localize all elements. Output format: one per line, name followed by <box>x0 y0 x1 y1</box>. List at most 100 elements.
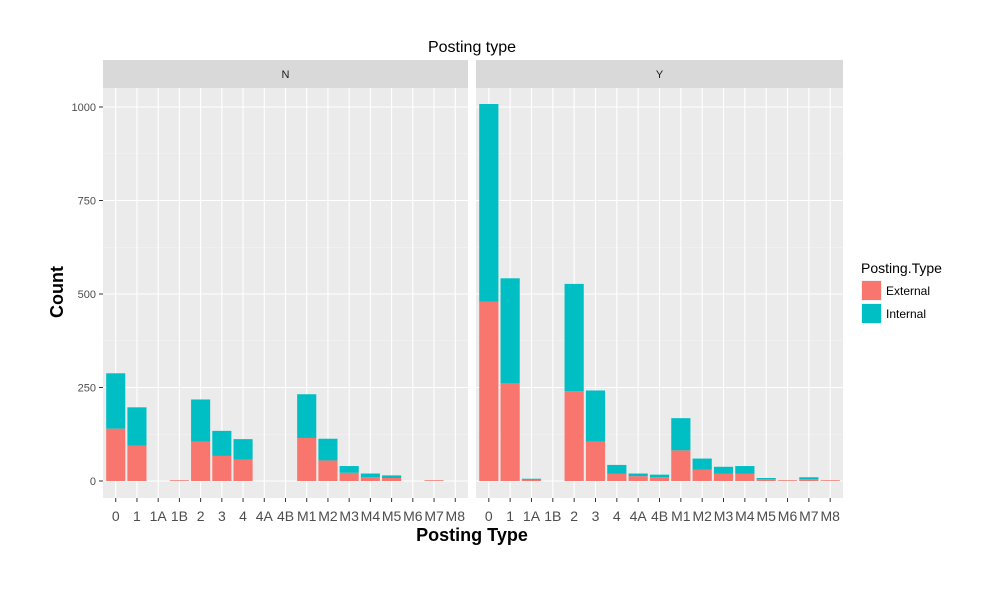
bar-external-M4 <box>735 473 755 481</box>
y-tick-label: 1000 <box>72 102 96 114</box>
bar-internal-3 <box>212 430 232 456</box>
bar-external-1 <box>500 383 520 481</box>
bar-internal-M2 <box>692 458 712 470</box>
bar-external-2 <box>191 441 211 481</box>
bar-external-M3 <box>339 472 359 481</box>
bar-external-M5 <box>382 478 402 481</box>
facet-strip <box>103 60 468 88</box>
x-tick-label: 1A <box>150 508 168 524</box>
bar-external-M7 <box>424 480 444 481</box>
x-tick-label: 4A <box>630 508 648 524</box>
bar-internal-4 <box>233 439 253 460</box>
x-tick-label: M8 <box>446 508 466 524</box>
x-tick-label: M3 <box>714 508 734 524</box>
bar-external-3 <box>585 441 606 481</box>
y-axis-title: Count <box>47 266 67 318</box>
bar-internal-0 <box>479 104 499 302</box>
x-tick-label: 2 <box>197 508 205 524</box>
x-tick-label: M1 <box>297 508 317 524</box>
chart-title: Posting type <box>428 39 516 56</box>
x-tick-label: 1B <box>544 508 561 524</box>
legend-label: External <box>886 284 930 298</box>
bar-external-M1 <box>297 437 317 481</box>
legend-swatch <box>862 304 881 323</box>
bar-internal-M4 <box>735 466 755 474</box>
bar-external-1 <box>127 445 147 481</box>
legend-title: Posting.Type <box>861 260 942 276</box>
legend-item-internal: Internal <box>861 303 926 324</box>
bar-external-4B <box>649 477 670 481</box>
bar-external-3 <box>212 455 232 481</box>
bar-external-4 <box>607 473 627 481</box>
legend: Posting.Type External Internal <box>861 260 942 324</box>
facet-strip-label: Y <box>656 69 664 81</box>
x-tick-label: M7 <box>799 508 819 524</box>
x-tick-label: M5 <box>382 508 402 524</box>
bar-external-M6 <box>777 480 798 481</box>
bar-external-1A <box>521 479 542 481</box>
y-tick-label: 0 <box>90 476 96 488</box>
bar-external-4 <box>233 459 253 481</box>
x-tick-label: 4 <box>613 508 621 524</box>
bar-internal-M3 <box>713 466 734 474</box>
bar-internal-0 <box>106 373 126 429</box>
bar-internal-4 <box>607 464 627 474</box>
x-tick-label: 1 <box>506 508 514 524</box>
bar-internal-M3 <box>339 466 359 473</box>
bar-external-M4 <box>360 477 380 481</box>
bar-internal-1 <box>500 278 520 384</box>
facet-panel-N: N0 1 1A 1B 2 3 4 4A 4B M1 M2 M3 M4 M5 M6 M7 M80250500750… <box>72 60 468 524</box>
bar-external-0 <box>479 301 499 481</box>
bar-internal-M5 <box>756 478 776 480</box>
x-tick-label: M2 <box>692 508 712 524</box>
x-tick-label: 2 <box>570 508 578 524</box>
x-tick-label: 0 <box>112 508 120 524</box>
x-tick-label: M6 <box>778 508 798 524</box>
x-tick-label: 4A <box>256 508 274 524</box>
bar-external-M7 <box>799 479 819 481</box>
bar-internal-M4 <box>360 473 380 478</box>
bar-external-M5 <box>756 479 776 481</box>
bar-internal-4B <box>649 474 670 478</box>
x-tick-label: M5 <box>756 508 776 524</box>
x-axis-title: Posting Type <box>416 525 528 545</box>
legend-item-external: External <box>861 280 930 301</box>
x-tick-label: 3 <box>218 508 226 524</box>
bar-external-1B <box>169 480 189 481</box>
x-tick-label: 1 <box>133 508 141 524</box>
bar-internal-3 <box>585 390 606 442</box>
x-tick-label: 4B <box>651 508 668 524</box>
bar-internal-2 <box>564 283 584 392</box>
bar-internal-1A <box>521 478 542 480</box>
bar-internal-2 <box>191 399 211 442</box>
bar-external-M8 <box>820 480 840 481</box>
facet-panel-Y: Y 0 1 1A 1B 2 3 4 4A 4B M1 M2 M3 M4 M5 M6 M7 M8 <box>476 60 843 524</box>
bar-internal-M1 <box>297 394 317 438</box>
bar-internal-M2 <box>318 438 338 461</box>
bar-internal-M5 <box>382 475 402 479</box>
bar-external-M2 <box>318 460 338 481</box>
bar-external-M1 <box>671 450 691 481</box>
bar-internal-4A <box>628 473 648 477</box>
x-tick-label: M3 <box>339 508 359 524</box>
legend-swatch <box>862 281 881 300</box>
x-tick-label: M4 <box>735 508 755 524</box>
bar-internal-M1 <box>671 418 691 451</box>
x-tick-label: M2 <box>318 508 338 524</box>
y-tick-label: 500 <box>78 289 96 301</box>
bar-external-M2 <box>692 469 712 481</box>
x-tick-label: 1A <box>523 508 541 524</box>
y-tick-label: 250 <box>78 383 96 395</box>
bar-external-2 <box>564 391 584 481</box>
facet-strip <box>476 60 843 88</box>
x-tick-label: M6 <box>403 508 423 524</box>
legend-items: External Internal <box>861 280 930 324</box>
facet-strip-label: N <box>282 69 290 81</box>
bar-internal-M7 <box>799 477 819 480</box>
bar-external-M3 <box>713 473 734 481</box>
bar-external-4A <box>628 476 648 481</box>
facet-panels: N0 1 1A 1B 2 3 4 4A 4B M1 M2 M3 M4 M5 M6 M7 M80250500750… <box>72 60 843 524</box>
x-tick-label: M7 <box>424 508 444 524</box>
y-tick-label: 750 <box>78 196 96 208</box>
x-tick-label: M4 <box>361 508 381 524</box>
